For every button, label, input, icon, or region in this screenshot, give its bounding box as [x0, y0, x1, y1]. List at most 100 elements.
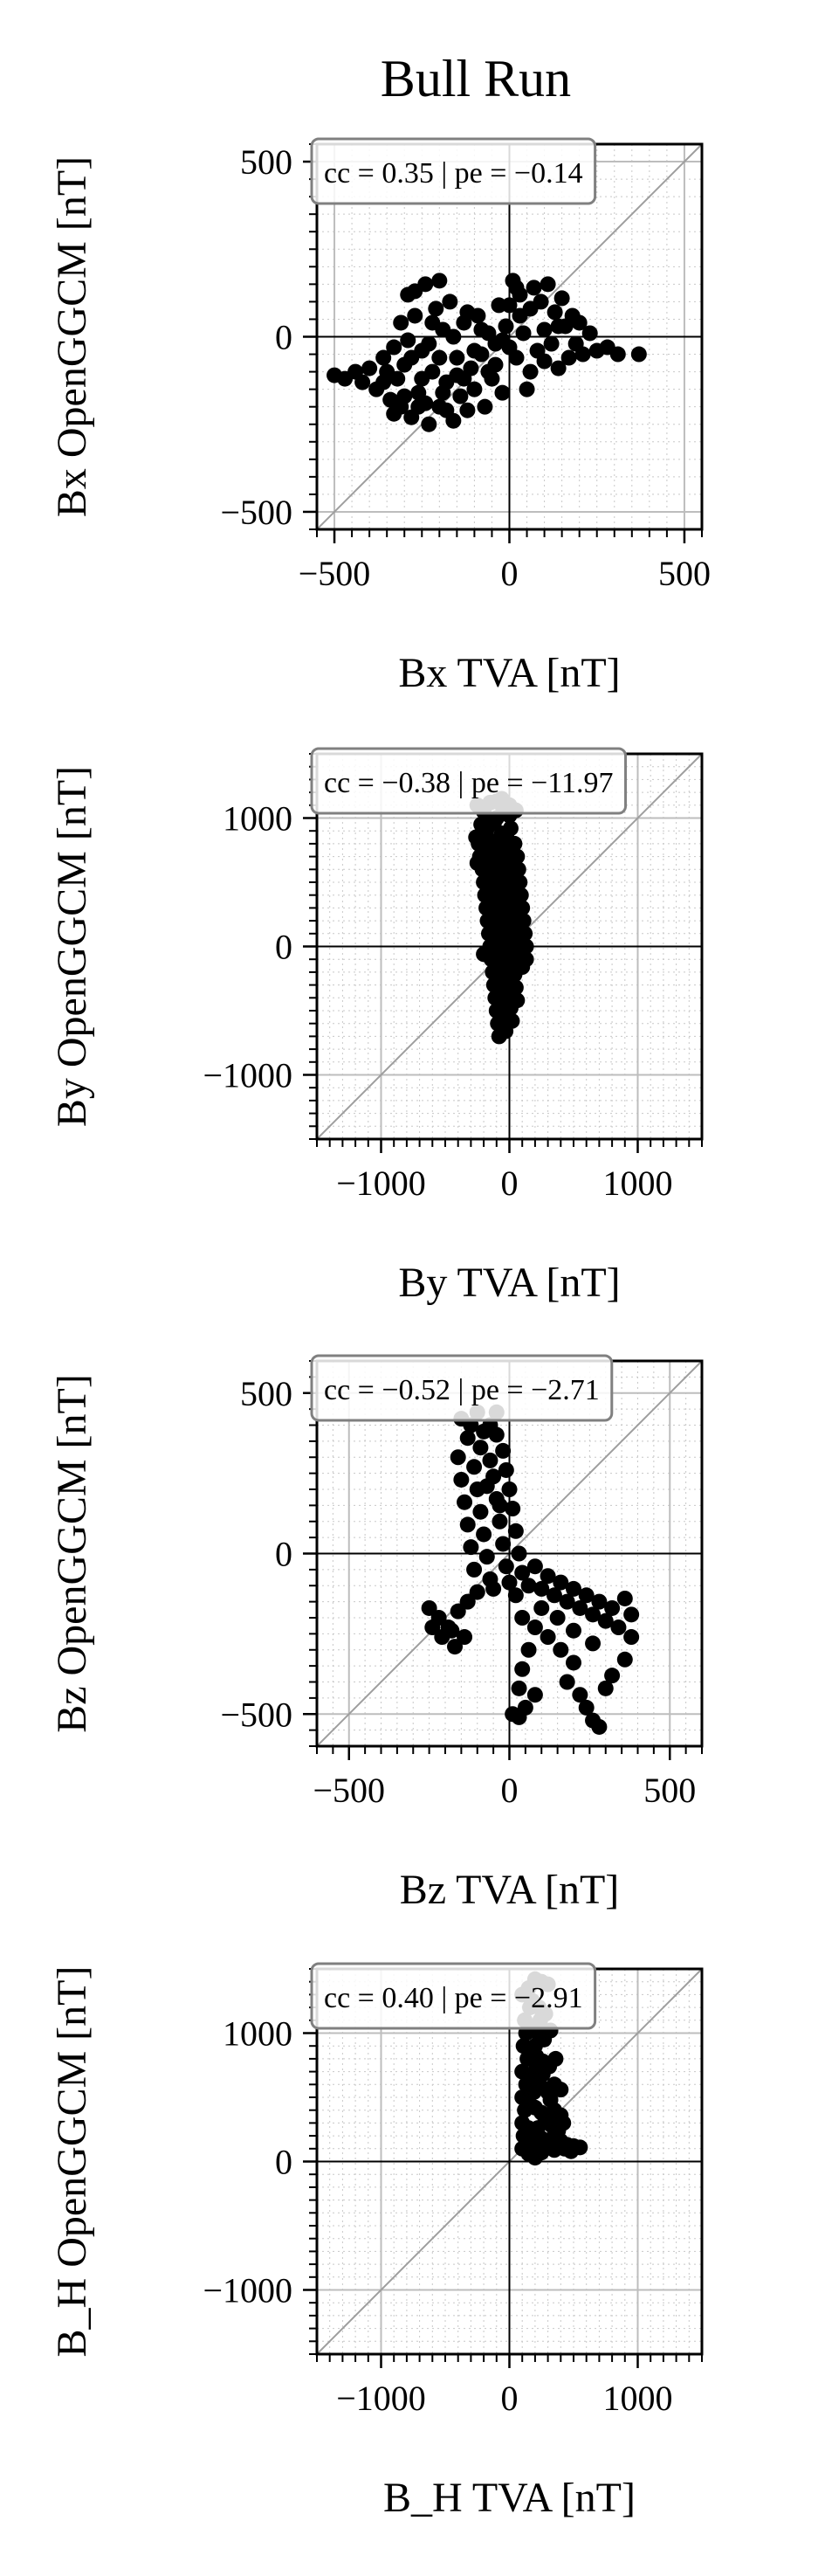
data-point-14 [498, 1461, 514, 1478]
data-point-82 [549, 1610, 566, 1626]
data-point-81 [566, 1622, 581, 1639]
data-point-8 [466, 1459, 483, 1475]
data-point-61 [514, 1610, 531, 1626]
y-tick-label: 0 [275, 928, 292, 967]
data-point-70 [421, 335, 437, 352]
data-point-42 [514, 1564, 531, 1581]
data-point-68 [403, 349, 420, 366]
data-point-56 [559, 1593, 575, 1610]
data-point-19 [459, 1516, 476, 1533]
data-point-78 [512, 307, 528, 324]
figure-title: Bull Run [381, 50, 571, 107]
data-point-47 [519, 381, 535, 397]
data-point-30 [511, 1545, 527, 1562]
y-tick-label: −1000 [203, 2271, 292, 2310]
data-point-5 [472, 1440, 489, 1456]
x-axis-label: By TVA [nT] [398, 1260, 620, 1306]
data-point-51 [623, 1606, 640, 1623]
data-point-85 [476, 1423, 492, 1440]
data-point-85 [410, 398, 427, 415]
data-point-72 [572, 1687, 588, 1703]
x-tick-label: 0 [501, 1164, 519, 1203]
data-point-88 [502, 1000, 519, 1017]
data-point-21 [428, 300, 444, 317]
data-point-100 [424, 314, 441, 331]
data-point-28 [452, 388, 469, 404]
data-point-56 [550, 360, 567, 376]
data-point-55 [572, 1599, 588, 1616]
data-point-47 [578, 1587, 595, 1604]
data-point-70 [566, 1654, 581, 1671]
data-point-31 [421, 1599, 437, 1616]
data-point-55 [547, 304, 563, 321]
data-point-43 [526, 1558, 543, 1575]
ticks [303, 143, 703, 543]
data-point-15 [407, 307, 423, 324]
data-point-90 [487, 335, 504, 352]
data-point-88 [459, 304, 476, 321]
data-point-26 [507, 1523, 524, 1539]
data-point-40 [494, 384, 511, 401]
x-axis-label: B_H TVA [nT] [383, 2475, 636, 2521]
data-point-35 [477, 398, 493, 415]
data-point-53 [540, 276, 556, 293]
data-point-57 [517, 2102, 533, 2118]
data-point-69 [414, 370, 430, 387]
data-point-49 [604, 1599, 621, 1616]
data-point-68 [540, 1629, 556, 1646]
stats-text: cc = 0.40 | pe = −2.91 [324, 1982, 583, 2014]
y-axis-label: Bz OpenGGCM [nT] [49, 1374, 95, 1733]
data-point-77 [604, 1668, 621, 1684]
x-tick-label: −500 [299, 554, 371, 593]
data-point-19 [547, 2050, 564, 2067]
y-tick-label: 0 [275, 318, 292, 357]
y-tick-label: −500 [220, 1695, 292, 1734]
data-point-39 [469, 1584, 485, 1600]
data-point-24 [478, 1549, 495, 1565]
data-point-16 [472, 1503, 489, 1520]
y-tick-label: −500 [220, 493, 292, 532]
data-point-99 [400, 332, 416, 349]
stats-text: cc = −0.38 | pe = −11.97 [324, 767, 614, 799]
data-point-64 [514, 1661, 531, 1677]
y-tick-label: −1000 [203, 1056, 292, 1095]
data-point-67 [526, 1687, 543, 1703]
y-tick-label: 500 [240, 1374, 292, 1413]
data-point-80 [585, 1635, 602, 1652]
data-point-23 [463, 1539, 479, 1556]
panels: −500 0 500 −500 0 500 cc = 0.35 | pe = −0.14 Bx… [49, 137, 711, 2521]
panel-4: −1000 0 1000 −1000 0 1000 cc = 0.40 | pe = −2.… [49, 1962, 704, 2521]
data-point-41 [498, 318, 514, 335]
data-point-40 [485, 1580, 502, 1597]
data-point-83 [533, 1599, 550, 1616]
data-point-76 [480, 363, 497, 380]
data-point-76 [597, 1680, 614, 1696]
data-point-69 [528, 2058, 545, 2075]
data-point-53 [597, 1613, 614, 1629]
data-point-52 [542, 2091, 559, 2108]
data-point-9 [386, 339, 402, 356]
x-tick-label: 500 [658, 554, 711, 593]
data-point-51 [533, 294, 549, 310]
x-tick-label: −1000 [336, 2379, 426, 2418]
x-tick-label: −500 [313, 1771, 385, 1810]
y-tick-label: 0 [275, 1535, 292, 1574]
data-point-89 [443, 1622, 460, 1639]
data-point-79 [623, 1629, 640, 1646]
data-point-78 [616, 1651, 633, 1668]
data-point-88 [492, 1497, 508, 1514]
data-point-21 [492, 1513, 508, 1530]
data-point-6 [488, 1426, 505, 1443]
data-point-52 [610, 1619, 627, 1636]
y-axis-label: Bx OpenGGCM [nT] [49, 156, 95, 517]
data-point-27 [466, 1561, 483, 1578]
data-point-69 [553, 1641, 569, 1658]
stats-box [310, 137, 597, 205]
data-point-5 [361, 360, 378, 376]
data-point-46 [515, 325, 532, 342]
data-point-22 [505, 1501, 521, 1517]
data-point-29 [498, 1558, 514, 1575]
data-point-99 [469, 854, 485, 871]
data-point-62 [526, 1619, 543, 1636]
